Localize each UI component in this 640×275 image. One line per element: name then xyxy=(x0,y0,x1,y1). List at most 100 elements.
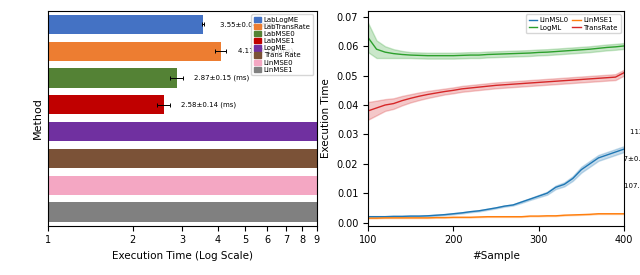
LogML xyxy=(364,36,372,39)
LinMSE1 xyxy=(458,216,466,219)
LogML xyxy=(595,47,602,50)
LinMSE1 xyxy=(586,213,594,216)
Bar xyxy=(0,122,627,141)
LinMSE1 xyxy=(552,214,559,218)
LinMSL0 xyxy=(458,211,466,215)
LinMSE1 xyxy=(475,215,483,219)
LinMSL0 xyxy=(603,153,611,157)
LogML xyxy=(449,54,457,57)
LinMSL0 xyxy=(467,210,474,213)
LogML xyxy=(398,53,406,56)
LogML xyxy=(372,48,380,51)
LinMSE1 xyxy=(390,216,397,219)
TransRate xyxy=(364,109,372,112)
Text: 107.48±3.6 (ms): 107.48±3.6 (ms) xyxy=(624,182,640,189)
Line: LogML: LogML xyxy=(368,37,624,56)
Bar xyxy=(0,176,620,195)
TransRate xyxy=(509,82,517,86)
LinMSL0 xyxy=(500,204,508,208)
LogML xyxy=(509,52,517,55)
Text: 2.87±0.15 (ms): 2.87±0.15 (ms) xyxy=(194,75,250,81)
LinMSL0 xyxy=(612,150,620,154)
Text: 4.11±0.18 (ms): 4.11±0.18 (ms) xyxy=(238,48,293,54)
LinMSL0 xyxy=(561,183,568,186)
TransRate xyxy=(620,71,628,74)
LogML xyxy=(518,52,525,55)
TransRate xyxy=(381,103,389,107)
TransRate xyxy=(595,77,602,80)
LogML xyxy=(543,51,551,54)
LinMSE1 xyxy=(603,212,611,215)
TransRate xyxy=(586,77,594,81)
LinMSE1 xyxy=(543,214,551,218)
Line: LinMSL0: LinMSL0 xyxy=(368,149,624,217)
LinMSL0 xyxy=(449,212,457,215)
Bar xyxy=(0,202,453,222)
LinMSL0 xyxy=(518,200,525,204)
LinMSL0 xyxy=(552,186,559,189)
Text: 2.58±0.14 (ms): 2.58±0.14 (ms) xyxy=(181,101,236,108)
TransRate xyxy=(475,86,483,89)
LinMSL0 xyxy=(620,147,628,151)
LinMSE1 xyxy=(415,216,423,219)
LogML xyxy=(492,53,500,56)
LogML xyxy=(620,44,628,48)
LogML xyxy=(407,53,415,57)
TransRate xyxy=(458,87,466,90)
LinMSE1 xyxy=(509,215,517,218)
TransRate xyxy=(484,85,492,88)
LinMSE1 xyxy=(526,214,534,218)
LinMSE1 xyxy=(372,216,380,220)
LinMSL0 xyxy=(433,214,440,217)
TransRate xyxy=(449,89,457,92)
LogML xyxy=(577,48,585,51)
LinMSL0 xyxy=(586,162,594,166)
LinMSL0 xyxy=(492,206,500,210)
LinMSE1 xyxy=(492,215,500,218)
LinMSL0 xyxy=(509,203,517,207)
X-axis label: #Sample: #Sample xyxy=(472,251,520,261)
TransRate xyxy=(500,83,508,86)
X-axis label: Execution Time (Log Scale): Execution Time (Log Scale) xyxy=(112,251,253,261)
LogML xyxy=(603,46,611,49)
TransRate xyxy=(612,75,620,79)
LogML xyxy=(612,45,620,48)
TransRate xyxy=(561,79,568,82)
LinMSE1 xyxy=(467,216,474,219)
TransRate xyxy=(441,90,449,93)
LogML xyxy=(500,52,508,56)
LinMSE1 xyxy=(577,213,585,216)
Text: 3.55±0.04 (ms): 3.55±0.04 (ms) xyxy=(220,21,275,28)
LinMSL0 xyxy=(475,209,483,213)
LinMSE1 xyxy=(441,216,449,219)
Text: 112.99±1.18 (ms): 112.99±1.18 (ms) xyxy=(630,128,640,135)
LinMSL0 xyxy=(407,214,415,218)
LinMSL0 xyxy=(381,215,389,218)
LinMSE1 xyxy=(398,216,406,219)
LinMSE1 xyxy=(433,216,440,219)
LinMSE1 xyxy=(518,215,525,218)
TransRate xyxy=(543,80,551,84)
LogML xyxy=(441,54,449,57)
TransRate xyxy=(552,79,559,83)
Legend: LinMSL0, LogML, LinMSE1, TransRate: LinMSL0, LogML, LinMSE1, TransRate xyxy=(526,15,621,34)
TransRate xyxy=(467,86,474,90)
LogML xyxy=(475,53,483,57)
TransRate xyxy=(492,84,500,87)
LinMSL0 xyxy=(595,156,602,160)
TransRate xyxy=(407,97,415,100)
Bar xyxy=(0,149,605,168)
LogML xyxy=(381,51,389,54)
LogML xyxy=(467,53,474,57)
LinMSL0 xyxy=(441,213,449,216)
LinMSL0 xyxy=(484,208,492,211)
LogML xyxy=(458,54,466,57)
LinMSE1 xyxy=(612,212,620,215)
Y-axis label: Method: Method xyxy=(33,97,42,139)
LogML xyxy=(433,54,440,57)
LinMSE1 xyxy=(424,216,431,219)
Bar xyxy=(0,68,177,88)
TransRate xyxy=(569,78,577,82)
LogML xyxy=(535,51,543,54)
LogML xyxy=(484,53,492,56)
